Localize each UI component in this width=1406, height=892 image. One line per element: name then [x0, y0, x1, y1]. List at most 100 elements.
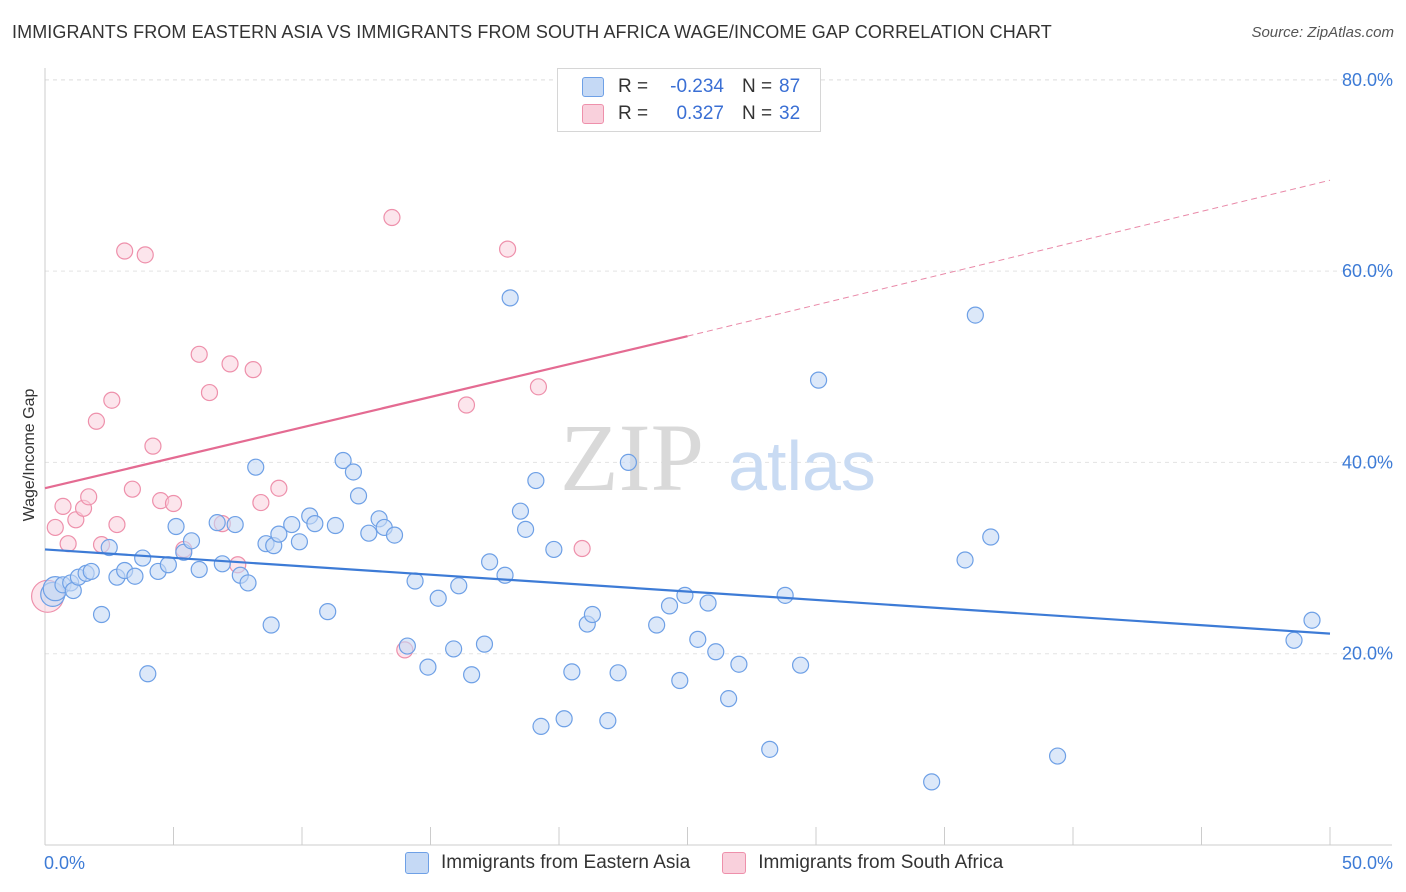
point-eastern-asia: [707, 643, 725, 661]
correlation-legend: R = -0.234 N = 87 R = 0.327 N = 32: [557, 68, 821, 132]
point-eastern-asia: [283, 515, 301, 534]
legend-n-value: 87: [779, 76, 801, 97]
trend-line-south-africa: [44, 335, 688, 490]
point-eastern-asia: [1285, 631, 1303, 649]
point-eastern-asia: [545, 540, 563, 559]
point-south-africa: [529, 378, 548, 396]
point-south-africa: [164, 494, 183, 513]
point-south-africa: [190, 345, 208, 363]
point-eastern-asia: [776, 586, 794, 604]
legend-r-label: R =: [618, 76, 649, 97]
point-eastern-asia: [730, 655, 748, 673]
point-eastern-asia: [450, 577, 468, 595]
point-eastern-asia: [247, 458, 265, 476]
point-south-africa: [499, 240, 517, 258]
point-eastern-asia: [481, 553, 499, 571]
y-tick-label: 80.0%: [1342, 70, 1393, 90]
point-eastern-asia: [583, 605, 602, 624]
legend-r-value: 0.327: [676, 103, 724, 124]
point-south-africa: [200, 383, 219, 402]
point-south-africa: [46, 518, 64, 537]
point-eastern-asia: [689, 630, 707, 648]
point-eastern-asia: [527, 471, 545, 490]
y-tick-label: 20.0%: [1342, 644, 1393, 664]
point-eastern-asia: [306, 515, 324, 533]
point-eastern-asia: [982, 528, 1000, 546]
legend-item-south-africa[interactable]: Immigrants from South Africa: [722, 852, 1003, 874]
point-south-africa: [54, 497, 72, 515]
legend-swatch-south-africa: [722, 852, 747, 874]
point-eastern-asia: [956, 551, 974, 569]
point-south-africa: [108, 515, 126, 534]
point-south-africa: [270, 479, 288, 497]
point-eastern-asia: [92, 605, 111, 624]
legend-label-south-africa: Immigrants from South Africa: [758, 852, 1004, 873]
point-eastern-asia: [699, 594, 717, 612]
point-eastern-asia: [326, 516, 345, 535]
point-eastern-asia: [100, 538, 118, 557]
legend-r-value: -0.234: [670, 76, 724, 97]
chart-title: IMMIGRANTS FROM EASTERN ASIA VS IMMIGRAN…: [12, 22, 1052, 42]
point-eastern-asia: [208, 514, 226, 532]
point-south-africa: [573, 539, 591, 558]
source-credit: Source: ZipAtlas.com: [1251, 24, 1394, 41]
point-south-africa: [59, 535, 77, 553]
point-south-africa: [383, 208, 401, 227]
point-eastern-asia: [1048, 747, 1067, 765]
watermark: ZIP atlas: [560, 404, 876, 511]
trend-line-eastern-asia: [44, 548, 1331, 635]
point-eastern-asia: [599, 712, 617, 730]
point-eastern-asia: [809, 371, 828, 389]
series-south-africa-points: [30, 208, 591, 659]
point-eastern-asia: [226, 515, 244, 534]
legend-label-eastern-asia: Immigrants from Eastern Asia: [441, 852, 691, 873]
series-legend: Immigrants from Eastern Asia Immigrants …: [405, 852, 1035, 874]
point-eastern-asia: [270, 525, 288, 543]
point-eastern-asia: [334, 451, 352, 470]
point-eastern-asia: [159, 556, 177, 574]
point-eastern-asia: [516, 520, 535, 538]
trend-lines: [44, 179, 1331, 635]
point-south-africa: [221, 355, 239, 373]
legend-row-eastern-asia: R = -0.234 N = 87: [582, 74, 800, 100]
legend-swatch-eastern-asia: [582, 77, 604, 97]
legend-row-south-africa: R = 0.327 N = 32: [582, 101, 800, 127]
point-eastern-asia: [648, 616, 666, 634]
point-south-africa: [457, 396, 476, 414]
point-eastern-asia: [429, 589, 447, 607]
point-eastern-asia: [419, 658, 437, 676]
point-south-africa: [87, 412, 106, 430]
point-eastern-asia: [619, 453, 637, 471]
point-eastern-asia: [139, 665, 157, 683]
point-eastern-asia: [966, 306, 984, 324]
point-south-africa: [252, 493, 270, 512]
point-eastern-asia: [671, 671, 689, 690]
legend-n-label: N =: [742, 103, 773, 124]
point-eastern-asia: [660, 597, 679, 615]
point-eastern-asia: [398, 637, 416, 655]
series-eastern-asia-points: [40, 289, 1321, 791]
point-eastern-asia: [511, 502, 530, 520]
point-south-africa: [103, 391, 121, 409]
point-eastern-asia: [213, 555, 231, 573]
x-tick-label: 50.0%: [1342, 853, 1393, 873]
point-south-africa: [144, 437, 162, 455]
point-eastern-asia: [385, 526, 404, 544]
y-tick-label: 60.0%: [1342, 261, 1393, 281]
point-eastern-asia: [82, 562, 100, 581]
point-eastern-asia: [319, 603, 337, 621]
point-eastern-asia: [134, 549, 152, 567]
point-eastern-asia: [475, 635, 494, 653]
legend-n-label: N =: [742, 76, 773, 97]
legend-swatch-eastern-asia: [405, 852, 429, 874]
point-south-africa: [136, 246, 154, 264]
point-eastern-asia: [609, 664, 627, 682]
point-eastern-asia: [761, 740, 779, 758]
point-eastern-asia: [720, 690, 738, 708]
point-eastern-asia: [676, 586, 694, 604]
legend-n-value: 32: [779, 103, 801, 124]
point-eastern-asia: [262, 616, 280, 634]
legend-item-eastern-asia[interactable]: Immigrants from Eastern Asia: [405, 852, 690, 874]
point-eastern-asia: [555, 710, 573, 728]
point-eastern-asia: [1303, 611, 1321, 629]
